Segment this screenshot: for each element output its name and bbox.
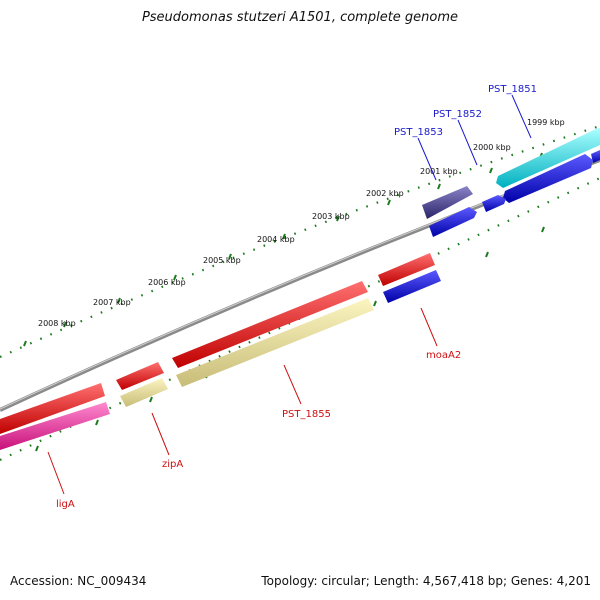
leader-pst-1852: [457, 119, 478, 166]
kbp-label-2002: 2002 kbp: [366, 189, 404, 198]
gene-arrow-pst-1851[interactable]: [496, 128, 600, 188]
gene-label-pst-1851[interactable]: PST_1851: [488, 84, 537, 95]
kbp-label-1999: 1999 kbp: [527, 118, 565, 127]
leader-liga: [47, 451, 65, 495]
gene-label-pst-1852[interactable]: PST_1852: [433, 109, 482, 120]
leader-pst-1853: [417, 137, 437, 181]
gene-arrow-pst-1853[interactable]: [422, 186, 473, 219]
gene-arrow-pst-1853b[interactable]: [429, 207, 477, 237]
gene-arrow-moaa2[interactable]: [383, 270, 441, 303]
leader-zipa: [151, 412, 170, 456]
gene-arrow-liga[interactable]: [0, 402, 110, 450]
genome-summary: Topology: circular; Length: 4,567,418 bp…: [261, 574, 591, 588]
gene-label-pst-1853[interactable]: PST_1853: [394, 127, 443, 138]
gene-arrow-pst-1852b[interactable]: [482, 195, 506, 212]
gene-arrow-zipa-red[interactable]: [116, 362, 164, 390]
leader-moaa2: [420, 307, 438, 347]
kbp-label-2001: 2001 kbp: [420, 167, 458, 176]
gene-label-zipa[interactable]: zipA: [162, 459, 183, 470]
leader-pst-1855: [283, 364, 302, 405]
outer-major-ticks: [23, 152, 543, 347]
kbp-label-2005: 2005 kbp: [203, 256, 241, 265]
kbp-label-2008: 2008 kbp: [38, 319, 76, 328]
leader-pst-1851: [511, 94, 532, 139]
gene-label-liga[interactable]: ligA: [56, 499, 75, 510]
gene-label-pst-1855[interactable]: PST_1855: [282, 409, 331, 420]
kbp-label-2007: 2007 kbp: [93, 298, 131, 307]
kbp-label-2006: 2006 kbp: [148, 278, 186, 287]
gene-label-moaa2[interactable]: moaA2: [426, 350, 461, 361]
accession-label: Accession: NC_009434: [10, 574, 147, 588]
gene-arrow-pst-1851-next[interactable]: [591, 150, 600, 163]
kbp-label-2000: 2000 kbp: [473, 143, 511, 152]
kbp-label-2003: 2003 kbp: [312, 212, 350, 221]
gene-arrow-pst-1855[interactable]: [176, 298, 374, 387]
map-title: Pseudomonas stutzeri A1501, complete gen…: [141, 10, 459, 25]
outer-tick-ring: [0, 124, 600, 359]
gene-arrow-liga-red[interactable]: [0, 383, 105, 434]
gene-arrow-pst-1852[interactable]: [503, 154, 593, 203]
gene-arrow-moaa2-red[interactable]: [378, 253, 435, 286]
kbp-label-2004: 2004 kbp: [257, 235, 295, 244]
gene-arrow-pst-1855-red[interactable]: [172, 281, 368, 368]
gene-arrow-zipa[interactable]: [120, 378, 168, 407]
